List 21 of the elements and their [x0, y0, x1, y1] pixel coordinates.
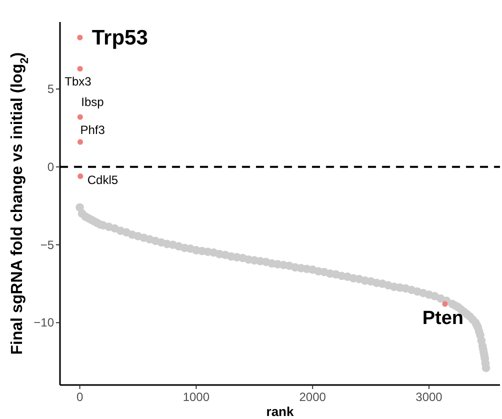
y-tick-label: −5: [40, 238, 54, 252]
x-tick-label: 1000: [182, 390, 210, 404]
point: [442, 301, 448, 307]
annotation: Tbx3: [64, 74, 92, 89]
y-tick-label: −10: [34, 316, 54, 330]
point: [77, 34, 83, 40]
x-tick-label: 2000: [299, 390, 326, 404]
annotation: Pten: [422, 308, 464, 329]
y-tick-label: 5: [47, 82, 54, 96]
annotation: Trp53: [92, 26, 148, 50]
point: [77, 114, 83, 120]
y-tick-label: 0: [47, 160, 54, 174]
annotation: Ibsp: [81, 95, 104, 110]
annotation: Cdkl5: [87, 173, 118, 188]
x-tick-label: 0: [76, 390, 84, 404]
x-tick-label: 3000: [416, 390, 443, 404]
point: [77, 139, 84, 145]
point: [77, 66, 83, 72]
annotation: Phf3: [80, 122, 106, 137]
x-axis-title: rank: [266, 404, 294, 419]
point: [78, 173, 84, 180]
